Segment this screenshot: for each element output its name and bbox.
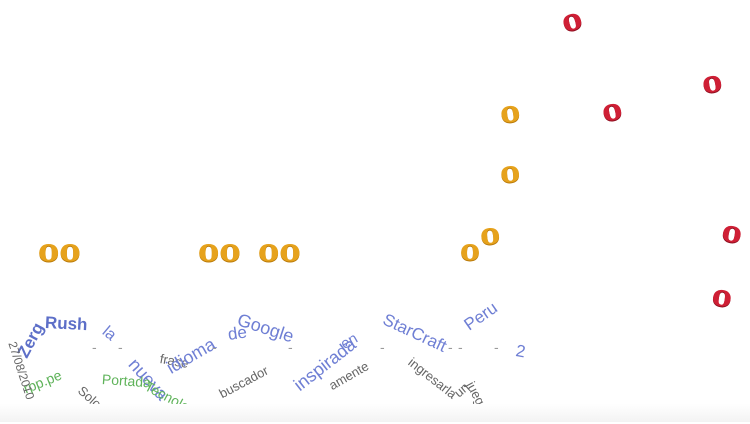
separator-dash: - xyxy=(448,339,453,355)
gold-o-letter: o xyxy=(460,233,481,268)
gold-o-letter: o xyxy=(498,154,522,191)
separator-dash: - xyxy=(212,339,217,355)
separator-dash: - xyxy=(380,339,385,355)
separator-dash: - xyxy=(494,339,499,355)
word-ingresarla: ingresarla xyxy=(405,354,460,402)
gold-oo-letters: oo xyxy=(38,231,81,269)
separator-dash: - xyxy=(92,339,97,355)
word-rush: Rush xyxy=(44,313,88,335)
bottom-fade xyxy=(0,404,750,422)
red-o-letter: o xyxy=(598,91,626,130)
gold-o-letter: o xyxy=(497,93,523,132)
word-la: la xyxy=(98,323,120,345)
gold-oo-letters: oo xyxy=(258,231,301,269)
word-starcraft: StarCraft xyxy=(379,309,450,356)
red-o-letter: o xyxy=(557,1,587,41)
word-peru: Peru xyxy=(460,298,501,335)
word-number-2: 2 xyxy=(514,341,527,362)
gold-oo-letters: oo xyxy=(198,231,241,269)
red-o-letter: o xyxy=(699,63,725,102)
red-o-letter: o xyxy=(709,277,735,316)
gold-o-letter: o xyxy=(478,216,502,253)
separator-dash: - xyxy=(458,339,463,355)
word-buscador: buscador xyxy=(216,362,271,402)
separator-dash: - xyxy=(118,339,123,355)
separator-dash: - xyxy=(288,339,293,355)
red-o-letter: o xyxy=(719,213,745,252)
word-idioma: idioma xyxy=(163,333,219,378)
